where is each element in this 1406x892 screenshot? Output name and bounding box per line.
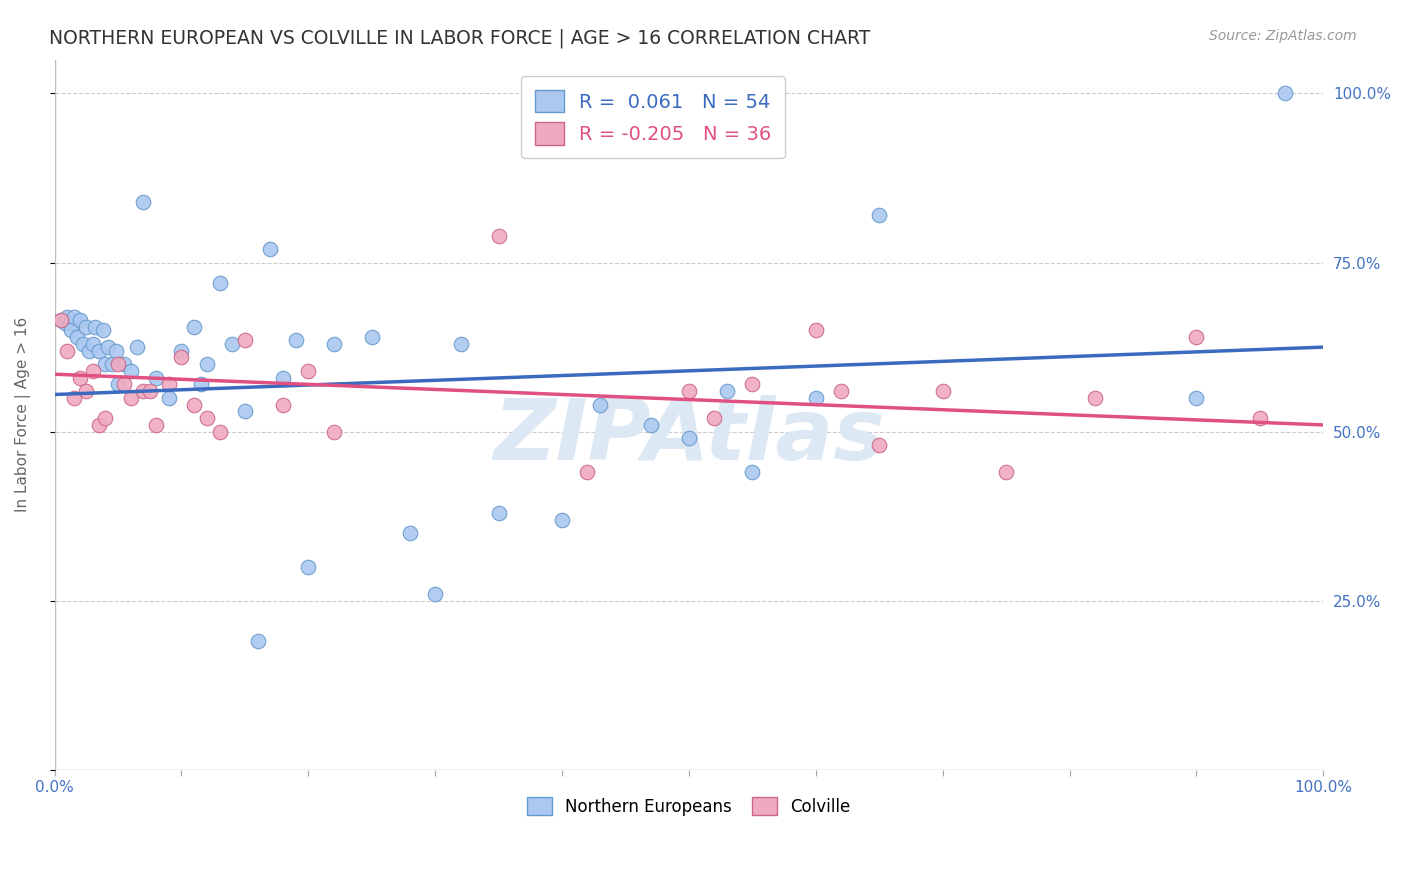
Point	[125, 340, 148, 354]
Point	[56, 310, 79, 324]
Point	[112, 357, 135, 371]
Point	[208, 276, 231, 290]
Point	[741, 465, 763, 479]
Point	[72, 336, 94, 351]
Y-axis label: In Labor Force | Age > 16: In Labor Force | Age > 16	[15, 318, 31, 512]
Point	[69, 370, 91, 384]
Point	[741, 377, 763, 392]
Point	[868, 208, 890, 222]
Point	[75, 384, 97, 398]
Point	[830, 384, 852, 398]
Point	[183, 319, 205, 334]
Point	[49, 313, 72, 327]
Point	[589, 398, 612, 412]
Point	[360, 330, 382, 344]
Point	[183, 398, 205, 412]
Point	[246, 634, 269, 648]
Point	[450, 336, 472, 351]
Point	[132, 194, 155, 209]
Point	[53, 317, 76, 331]
Point	[804, 391, 827, 405]
Point	[107, 377, 129, 392]
Point	[56, 343, 79, 358]
Point	[271, 398, 294, 412]
Point	[91, 323, 114, 337]
Point	[49, 313, 72, 327]
Point	[1274, 87, 1296, 101]
Point	[87, 343, 110, 358]
Point	[716, 384, 738, 398]
Text: NORTHERN EUROPEAN VS COLVILLE IN LABOR FORCE | AGE > 16 CORRELATION CHART: NORTHERN EUROPEAN VS COLVILLE IN LABOR F…	[49, 29, 870, 48]
Point	[551, 513, 574, 527]
Point	[157, 377, 180, 392]
Point	[69, 313, 91, 327]
Point	[271, 370, 294, 384]
Point	[259, 242, 281, 256]
Point	[640, 417, 662, 432]
Point	[425, 587, 447, 601]
Point	[94, 411, 117, 425]
Point	[145, 370, 167, 384]
Point	[59, 317, 82, 331]
Point	[190, 377, 212, 392]
Point	[868, 438, 890, 452]
Point	[97, 340, 120, 354]
Point	[1084, 391, 1107, 405]
Text: ZIPAtlas: ZIPAtlas	[494, 394, 884, 477]
Point	[94, 357, 117, 371]
Point	[75, 319, 97, 334]
Point	[120, 364, 142, 378]
Point	[804, 323, 827, 337]
Point	[703, 411, 725, 425]
Point	[678, 384, 700, 398]
Point	[87, 417, 110, 432]
Point	[170, 351, 193, 365]
Point	[60, 323, 83, 337]
Point	[488, 506, 510, 520]
Point	[208, 425, 231, 439]
Point	[77, 343, 100, 358]
Point	[112, 377, 135, 392]
Point	[576, 465, 599, 479]
Point	[678, 432, 700, 446]
Point	[284, 334, 307, 348]
Legend: Northern Europeans, Colville: Northern Europeans, Colville	[517, 788, 860, 826]
Point	[104, 343, 127, 358]
Point	[66, 330, 89, 344]
Point	[139, 384, 162, 398]
Point	[221, 336, 243, 351]
Point	[488, 228, 510, 243]
Point	[233, 334, 256, 348]
Point	[82, 336, 104, 351]
Point	[195, 411, 218, 425]
Point	[120, 391, 142, 405]
Point	[322, 336, 344, 351]
Text: Source: ZipAtlas.com: Source: ZipAtlas.com	[1209, 29, 1357, 43]
Point	[82, 364, 104, 378]
Point	[1185, 330, 1208, 344]
Point	[931, 384, 953, 398]
Point	[132, 384, 155, 398]
Point	[62, 391, 84, 405]
Point	[322, 425, 344, 439]
Point	[1185, 391, 1208, 405]
Point	[84, 319, 107, 334]
Point	[995, 465, 1018, 479]
Point	[1249, 411, 1271, 425]
Point	[100, 357, 122, 371]
Point	[145, 417, 167, 432]
Point	[398, 526, 420, 541]
Point	[62, 310, 84, 324]
Point	[170, 343, 193, 358]
Point	[233, 404, 256, 418]
Point	[107, 357, 129, 371]
Point	[297, 560, 319, 574]
Point	[195, 357, 218, 371]
Point	[297, 364, 319, 378]
Point	[157, 391, 180, 405]
